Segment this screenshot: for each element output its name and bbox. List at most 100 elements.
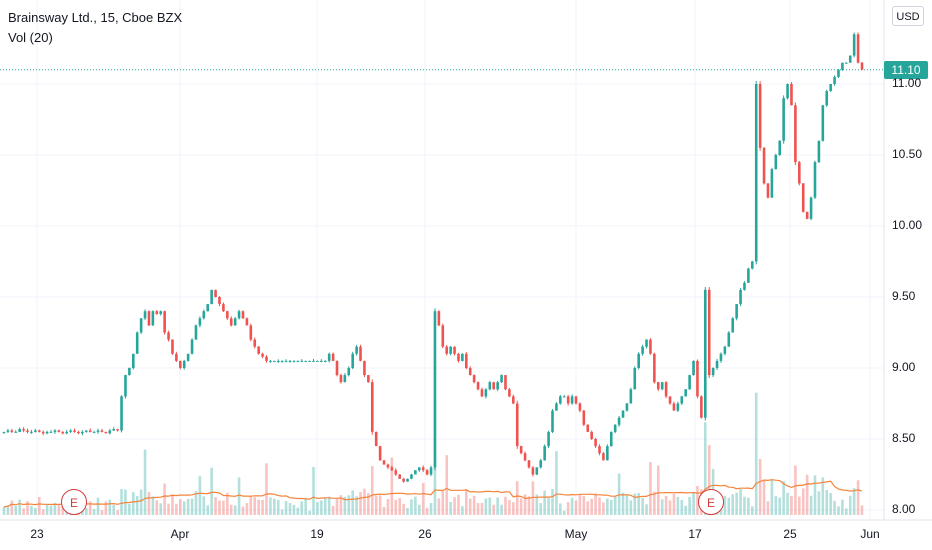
- candle-body: [798, 162, 801, 184]
- volume-bar: [629, 500, 633, 515]
- candle-body: [833, 76, 836, 84]
- candle-body: [296, 360, 300, 362]
- candle-body: [848, 55, 852, 63]
- volume-bar: [296, 507, 300, 515]
- volume-bar: [805, 474, 809, 515]
- candle-body: [782, 98, 785, 141]
- candle-body: [139, 318, 143, 333]
- candle-body: [535, 467, 539, 475]
- candle-body: [45, 431, 49, 434]
- volume-bar: [2, 506, 6, 515]
- candle-body: [707, 289, 711, 376]
- candle-body: [692, 360, 695, 376]
- volume-bar: [370, 466, 374, 515]
- volume-bar: [852, 488, 856, 515]
- volume-bar: [88, 501, 92, 515]
- volume-bar: [833, 500, 836, 515]
- candle-body: [531, 467, 535, 475]
- volume-bar: [543, 490, 546, 515]
- symbol-title[interactable]: Brainsway Ltd., 15, Cboe BZX: [8, 10, 183, 25]
- volume-bar: [660, 499, 664, 515]
- candle-body: [496, 382, 499, 390]
- candle-body: [590, 431, 593, 439]
- volume-bar: [707, 445, 711, 515]
- candle-body: [805, 211, 809, 219]
- candle-body: [308, 360, 311, 362]
- candle-body: [688, 375, 691, 390]
- volume-bar: [468, 498, 472, 515]
- candle-body: [131, 353, 135, 368]
- candle-body: [758, 84, 762, 148]
- volume-bar: [606, 498, 609, 515]
- candle-body: [398, 474, 401, 479]
- candle-body: [562, 396, 566, 398]
- volume-bar: [723, 496, 727, 515]
- volume-bar: [206, 505, 210, 515]
- volume-bar: [461, 506, 464, 515]
- candle-body: [6, 430, 10, 432]
- candle-body: [723, 346, 727, 354]
- candle-body: [582, 410, 586, 425]
- volume-ma-line: [3, 479, 863, 508]
- volume-indicator-label[interactable]: Vol (20): [8, 30, 53, 45]
- candle-body: [355, 346, 358, 354]
- currency-badge[interactable]: USD: [892, 6, 924, 26]
- volume-bar: [449, 501, 452, 515]
- volume-bar: [414, 496, 417, 515]
- volume-bar: [547, 497, 550, 515]
- candle-body: [700, 396, 703, 418]
- volume-bar: [253, 497, 257, 515]
- earnings-marker[interactable]: E: [698, 489, 724, 515]
- volume-bar: [374, 495, 378, 515]
- candle-body: [233, 318, 237, 326]
- candle-body: [813, 162, 817, 198]
- volume-bars: [2, 392, 864, 515]
- candle-body: [359, 346, 362, 361]
- volume-bar: [327, 496, 331, 515]
- volume-bar: [218, 500, 221, 515]
- earnings-marker[interactable]: E: [61, 489, 87, 515]
- candle-body: [672, 403, 676, 411]
- volume-bar: [845, 508, 848, 515]
- candle-body: [574, 396, 578, 404]
- volume-bar: [465, 490, 468, 515]
- volume-bar: [104, 501, 108, 515]
- candle-body: [159, 311, 163, 315]
- candle-body: [790, 84, 793, 106]
- candle-body: [312, 360, 315, 362]
- volume-bar: [320, 500, 323, 515]
- candle-body: [801, 183, 805, 212]
- volume-bar: [347, 495, 351, 515]
- candle-body: [433, 311, 437, 468]
- volume-bar: [108, 499, 112, 515]
- time-axis-tick-label: Apr: [170, 527, 190, 541]
- volume-bar: [120, 489, 123, 515]
- volume-bar: [739, 489, 742, 515]
- volume-bar: [809, 495, 813, 515]
- candle-body: [61, 431, 65, 434]
- volume-bar: [171, 494, 174, 515]
- candle-body: [323, 360, 327, 362]
- volume-bar: [582, 496, 586, 515]
- candle-body: [641, 346, 644, 354]
- candle-body: [65, 431, 68, 434]
- candle-body: [81, 431, 84, 434]
- volume-bar: [429, 503, 433, 515]
- candle-body: [120, 396, 123, 431]
- volume-bar: [112, 504, 115, 515]
- volume-bar: [472, 495, 476, 515]
- candle-body: [218, 297, 221, 305]
- candle-body: [570, 396, 574, 404]
- volume-bar: [496, 497, 499, 515]
- volume-bar: [837, 506, 840, 515]
- candle-body: [363, 360, 366, 376]
- volume-bar: [508, 500, 511, 515]
- volume-bar: [323, 497, 327, 515]
- candle-body: [175, 353, 178, 361]
- candle-body: [316, 360, 319, 362]
- candle-body: [163, 311, 166, 333]
- candle-body: [92, 431, 96, 433]
- volume-bar: [214, 497, 217, 515]
- volume-bar: [539, 503, 543, 515]
